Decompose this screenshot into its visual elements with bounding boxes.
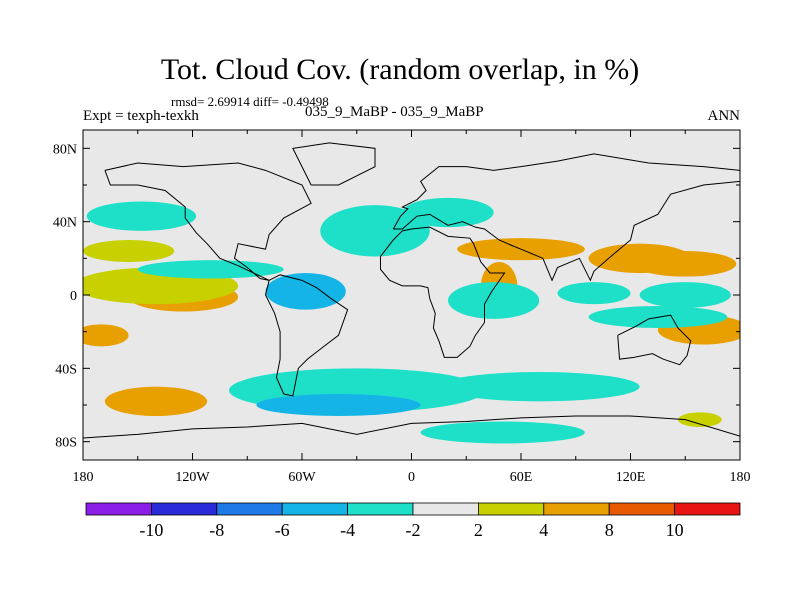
contour-regions <box>83 197 740 444</box>
contour-region-4 <box>137 260 284 279</box>
x-tick-label-3: 0 <box>408 470 415 485</box>
colorbar-label-4: -2 <box>406 520 421 540</box>
contour-region-13 <box>448 282 540 319</box>
colorbar-label-1: -8 <box>209 520 224 540</box>
colorbar-label-3: -4 <box>340 520 355 540</box>
colorbar-label-2: -6 <box>275 520 290 540</box>
coastline-4 <box>617 314 692 366</box>
contour-region-18 <box>83 324 129 347</box>
y-tick-label-4: 80S <box>55 436 77 451</box>
contour-region-23 <box>420 421 585 444</box>
colorbar-swatch-7 <box>543 502 610 516</box>
map-title: Tot. Cloud Cov. (random overlap, in %) <box>160 53 640 86</box>
stats-label: rmsd= 2.69914 diff= -0.49498 <box>171 94 329 109</box>
coastlines <box>83 142 740 439</box>
contour-region-14 <box>557 282 631 305</box>
case-label: 035_9_MaBP - 035_9_MaBP <box>305 104 484 120</box>
colorbar-label-8: 10 <box>666 520 684 540</box>
coastline-6 <box>292 142 376 186</box>
season-label: ANN <box>707 108 741 124</box>
x-axis: 180 120W 60W 0 60E 120E 180 <box>73 130 751 485</box>
coastline-2 <box>392 153 740 282</box>
experiment-label: Expt = texph-texkh <box>83 108 199 124</box>
y-axis: 80N 40N 0 40S 80S <box>53 142 740 451</box>
colorbar-swatch-5 <box>412 502 479 516</box>
x-tick-label-1: 120W <box>175 470 210 485</box>
y-tick-label-3: 40S <box>55 362 77 377</box>
contour-region-5 <box>86 201 197 231</box>
contour-region-8 <box>402 197 494 228</box>
colorbar-swatch-3 <box>281 502 349 516</box>
contour-region-6 <box>83 240 175 262</box>
x-tick-label-6: 180 <box>730 470 751 485</box>
colorbar-swatch-4 <box>347 502 414 516</box>
contour-region-1 <box>265 273 346 310</box>
coastline-1 <box>264 274 349 397</box>
x-tick-label-0: 180 <box>73 470 94 485</box>
y-tick-label-2: 0 <box>70 289 77 304</box>
contour-region-19 <box>104 386 208 417</box>
coastline-5 <box>83 415 740 439</box>
y-tick-label-0: 80N <box>53 142 77 157</box>
colorbar-swatch-6 <box>477 502 545 516</box>
x-tick-label-5: 120E <box>616 470 646 485</box>
x-tick-label-2: 60W <box>288 470 316 485</box>
contour-region-22 <box>438 372 640 402</box>
coastline-0 <box>104 162 312 281</box>
colorbar-swatch-2 <box>216 502 283 516</box>
colorbar-swatch-1 <box>150 502 218 516</box>
colorbar-swatch-8 <box>608 502 676 516</box>
y-tick-label-1: 40N <box>53 216 77 231</box>
colorbar-label-0: -10 <box>139 520 163 540</box>
colorbar: -10 -8 -6 -4 -2 2 4 8 10 <box>85 502 741 540</box>
colorbar-label-7: 8 <box>605 520 614 540</box>
contour-region-7 <box>320 205 430 257</box>
colorbar-label-6: 4 <box>539 520 548 540</box>
contour-region-15 <box>639 282 731 308</box>
colorbar-swatch-9 <box>674 502 741 516</box>
x-tick-label-4: 60E <box>510 470 533 485</box>
colorbar-label-5: 2 <box>474 520 483 540</box>
colorbar-swatch-0 <box>85 502 152 516</box>
coastline-3 <box>379 226 506 358</box>
contour-region-24 <box>677 412 722 427</box>
contour-region-21 <box>256 394 421 416</box>
contour-region-11 <box>634 251 737 277</box>
